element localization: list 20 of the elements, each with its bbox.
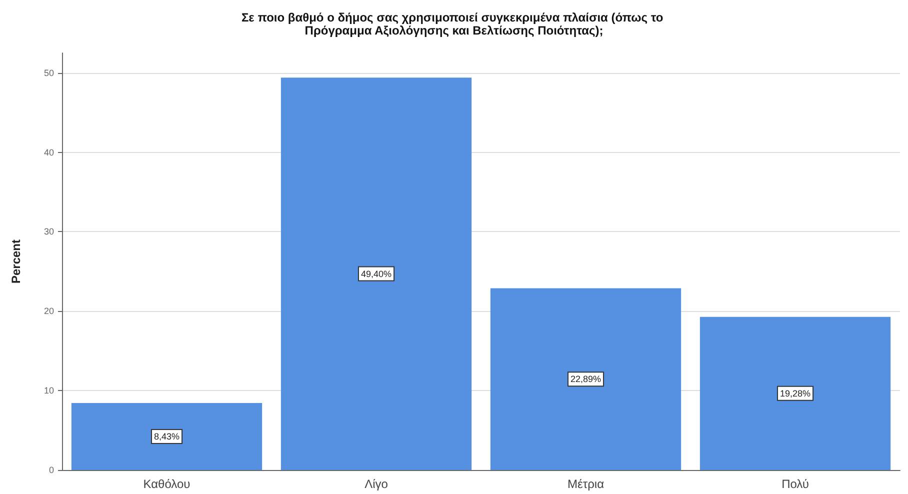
y-tick-label: 10 xyxy=(44,386,54,396)
bar xyxy=(280,78,472,470)
y-axis-title: Percent xyxy=(9,239,23,284)
y-tick-label: 40 xyxy=(44,147,54,158)
x-tick-label: Πολύ xyxy=(782,477,809,491)
data-label: 19,28% xyxy=(780,388,811,398)
y-tick-label: 50 xyxy=(44,68,54,78)
data-label: 22,89% xyxy=(570,374,602,384)
x-tick-label: Μέτρια xyxy=(567,477,604,491)
data-label: 49,40% xyxy=(360,268,392,279)
chart-title: Σε ποιο βαθμό ο δήμος σας χρησιμοποιεί συγκεκριμένα πλαίσια (όπως το Πρόγραμμα Αξιολόγησης και Βελτίωσης Ποιότητας); xyxy=(241,10,667,38)
data-label: 8,43% xyxy=(154,432,180,442)
bar xyxy=(700,316,891,470)
bar xyxy=(71,403,262,470)
y-tick-label: 30 xyxy=(44,226,54,237)
x-tick-label: Λίγο xyxy=(364,477,388,491)
y-tick-label: 0 xyxy=(48,465,54,475)
y-tick-label: 20 xyxy=(44,306,54,316)
bar xyxy=(490,288,682,470)
x-tick-label: Καθόλου xyxy=(143,477,190,491)
